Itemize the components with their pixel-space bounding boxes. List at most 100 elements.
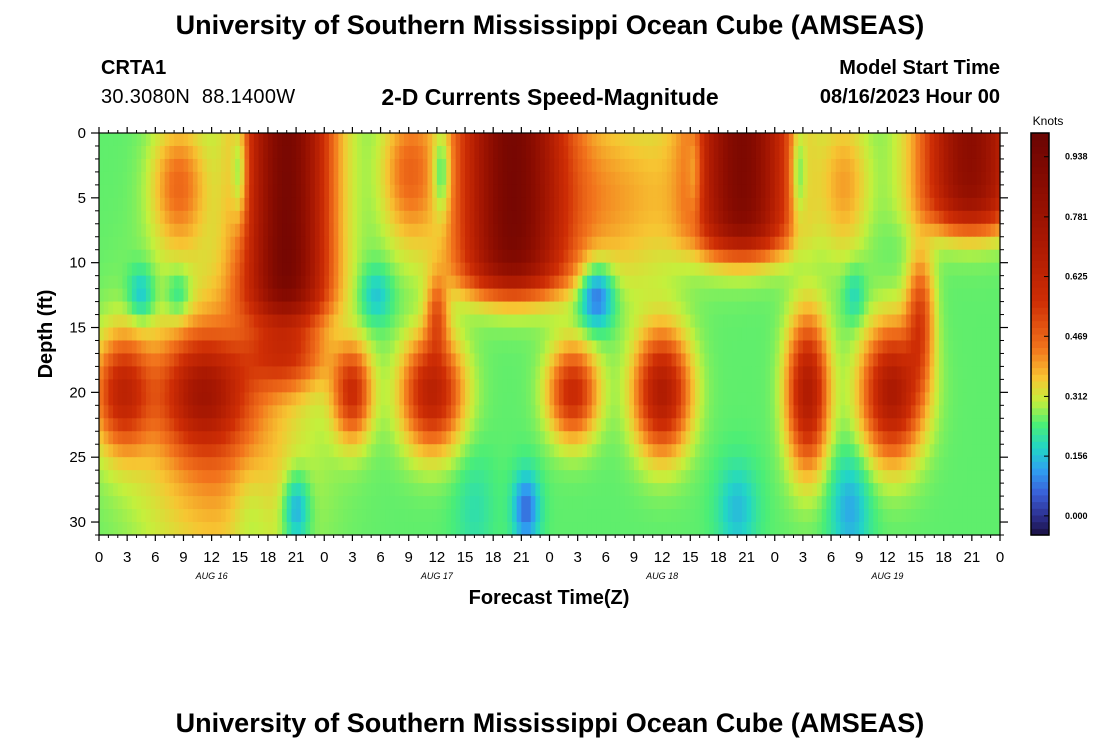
heatmap-cell xyxy=(718,223,724,238)
heatmap-cell xyxy=(103,197,109,212)
heatmap-cell xyxy=(615,327,621,342)
heatmap-cell xyxy=(596,444,602,458)
heatmap-cell xyxy=(605,431,612,445)
heatmap-cell xyxy=(211,262,217,277)
heatmap-cell xyxy=(619,314,626,329)
heatmap-cell xyxy=(544,301,551,316)
heatmap-cell xyxy=(854,249,860,264)
heatmap-cell xyxy=(938,158,945,173)
heatmap-cell xyxy=(802,210,809,225)
heatmap-cell xyxy=(563,431,569,445)
heatmap-cell xyxy=(849,327,856,342)
heatmap-cell xyxy=(249,431,255,445)
heatmap-cell xyxy=(291,327,297,342)
heatmap-cell xyxy=(540,171,546,186)
heatmap-cell xyxy=(962,353,968,368)
heatmap-cell xyxy=(657,223,663,238)
heatmap-cell xyxy=(831,353,837,368)
heatmap-cell xyxy=(113,288,119,303)
heatmap-cell xyxy=(502,133,508,147)
heatmap-cell xyxy=(906,158,912,173)
heatmap-cell xyxy=(920,262,926,277)
heatmap-cell xyxy=(394,392,400,406)
heatmap-cell xyxy=(826,288,832,303)
heatmap-cell xyxy=(328,262,335,277)
heatmap-cell xyxy=(605,197,612,212)
heatmap-cell xyxy=(155,145,161,160)
heatmap-cell xyxy=(798,431,804,445)
heatmap-cell xyxy=(324,379,330,393)
heatmap-cell xyxy=(422,249,429,264)
heatmap-cell xyxy=(845,133,851,147)
heatmap-cell xyxy=(619,392,626,406)
heatmap-cell xyxy=(938,353,945,368)
heatmap-cell xyxy=(831,301,837,316)
heatmap-cell xyxy=(249,288,255,303)
heatmap-cell xyxy=(389,249,396,264)
heatmap-cell xyxy=(122,223,128,238)
heatmap-cell xyxy=(141,340,147,355)
heatmap-cell xyxy=(892,184,898,199)
heatmap-cell xyxy=(117,197,124,212)
heatmap-cell xyxy=(713,184,720,199)
heatmap-cell xyxy=(174,133,180,147)
heatmap-cell xyxy=(516,275,522,290)
heatmap-cell xyxy=(305,314,311,329)
heatmap-cell xyxy=(718,158,724,173)
heatmap-cell xyxy=(868,457,874,471)
heatmap-cell xyxy=(648,288,654,303)
heatmap-cell xyxy=(375,327,382,342)
heatmap-cell xyxy=(272,418,278,432)
heatmap-cell xyxy=(887,431,893,445)
heatmap-cell xyxy=(530,379,537,393)
heatmap-cell xyxy=(422,210,429,225)
heatmap-cell xyxy=(962,314,968,329)
heatmap-cell xyxy=(873,392,879,406)
heatmap-cell xyxy=(882,418,888,432)
heatmap-cell xyxy=(352,301,358,316)
heatmap-cell xyxy=(375,314,382,329)
heatmap-cell xyxy=(150,431,156,445)
heatmap-cell xyxy=(197,431,203,445)
heatmap-cell xyxy=(169,366,175,380)
heatmap-cell xyxy=(948,288,954,303)
heatmap-cell xyxy=(793,392,799,406)
heatmap-cell xyxy=(648,301,654,316)
heatmap-cell xyxy=(981,210,987,225)
heatmap-cell xyxy=(455,327,461,342)
heatmap-cell xyxy=(704,431,710,445)
heatmap-cell xyxy=(535,392,541,406)
heatmap-cell xyxy=(868,314,874,329)
heatmap-cell xyxy=(680,236,687,251)
heatmap-cell xyxy=(221,184,227,199)
heatmap-cell xyxy=(760,210,766,225)
heatmap-cell xyxy=(122,392,128,406)
heatmap-cell xyxy=(577,275,583,290)
heatmap-cell xyxy=(915,275,921,290)
heatmap-cell xyxy=(943,223,949,238)
heatmap-cell xyxy=(741,340,748,355)
heatmap-cell xyxy=(971,184,978,199)
heatmap-cell xyxy=(840,392,846,406)
heatmap-cell xyxy=(868,392,874,406)
heatmap-cell xyxy=(361,288,368,303)
heatmap-cell xyxy=(206,236,213,251)
heatmap-cell xyxy=(291,431,297,445)
heatmap-cell xyxy=(835,457,842,471)
heatmap-cell xyxy=(488,236,494,251)
heatmap-cell xyxy=(535,236,541,251)
heatmap-cell xyxy=(324,431,330,445)
heatmap-cell xyxy=(929,275,935,290)
heatmap-cell xyxy=(948,223,954,238)
heatmap-cell xyxy=(230,457,236,471)
heatmap-cell xyxy=(113,379,119,393)
heatmap-cell xyxy=(854,353,860,368)
heatmap-cell xyxy=(225,275,231,290)
heatmap-cell xyxy=(751,288,757,303)
heatmap-cell xyxy=(723,392,729,406)
heatmap-cell xyxy=(310,171,316,186)
heatmap-cell xyxy=(450,275,457,290)
heatmap-cell xyxy=(732,314,738,329)
heatmap-cell xyxy=(160,418,166,432)
heatmap-cell xyxy=(953,366,959,380)
